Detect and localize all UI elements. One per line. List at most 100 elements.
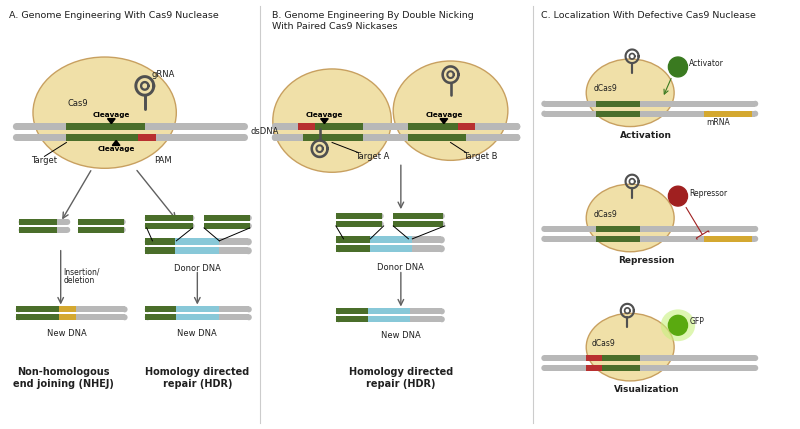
Text: A. Genome Engineering With Cas9 Nuclease: A. Genome Engineering With Cas9 Nuclease: [9, 11, 219, 20]
Bar: [596, 236, 640, 242]
Bar: [145, 306, 176, 312]
Bar: [18, 314, 125, 320]
Circle shape: [145, 247, 151, 254]
Circle shape: [246, 314, 252, 320]
Text: PAM: PAM: [154, 157, 172, 165]
Bar: [394, 213, 443, 219]
Circle shape: [78, 227, 84, 233]
Circle shape: [542, 226, 547, 232]
Bar: [370, 245, 412, 252]
Circle shape: [514, 123, 520, 130]
Bar: [204, 223, 250, 229]
Text: Cleavage: Cleavage: [425, 112, 462, 118]
Text: New DNA: New DNA: [381, 331, 421, 340]
Circle shape: [16, 314, 22, 320]
Circle shape: [246, 223, 252, 229]
Text: Repression: Repression: [618, 256, 674, 265]
Bar: [148, 247, 249, 254]
Bar: [175, 247, 219, 254]
Circle shape: [753, 236, 758, 242]
Bar: [275, 134, 517, 141]
Polygon shape: [321, 119, 328, 124]
Bar: [22, 219, 67, 225]
Polygon shape: [440, 119, 448, 124]
Bar: [370, 236, 412, 243]
Bar: [544, 101, 755, 107]
Bar: [148, 239, 249, 245]
Circle shape: [378, 221, 384, 227]
Bar: [339, 245, 442, 252]
Circle shape: [439, 316, 445, 322]
Polygon shape: [112, 140, 120, 145]
Circle shape: [204, 223, 210, 229]
Text: New DNA: New DNA: [46, 329, 86, 338]
Bar: [458, 123, 475, 130]
Circle shape: [668, 186, 687, 206]
Circle shape: [438, 245, 445, 252]
Circle shape: [336, 308, 342, 314]
Circle shape: [65, 219, 70, 225]
Bar: [596, 365, 640, 371]
Bar: [66, 123, 145, 130]
Bar: [704, 236, 751, 242]
Circle shape: [542, 111, 547, 117]
Ellipse shape: [394, 61, 508, 160]
Text: dsDNA: dsDNA: [251, 127, 279, 136]
Bar: [303, 134, 362, 141]
Circle shape: [204, 215, 210, 221]
Circle shape: [242, 134, 248, 141]
Bar: [207, 223, 249, 229]
Bar: [544, 111, 755, 117]
Circle shape: [245, 239, 252, 245]
Circle shape: [668, 57, 687, 77]
Bar: [145, 223, 193, 229]
Bar: [596, 101, 640, 107]
Bar: [145, 247, 175, 254]
Circle shape: [245, 247, 252, 254]
Bar: [145, 215, 193, 221]
Text: New DNA: New DNA: [178, 329, 218, 338]
Bar: [148, 215, 191, 221]
Bar: [298, 123, 315, 130]
Bar: [16, 134, 245, 141]
Text: dCas9: dCas9: [594, 209, 618, 218]
Bar: [336, 308, 368, 314]
Text: dCas9: dCas9: [594, 85, 618, 94]
Text: Visualization: Visualization: [614, 385, 679, 394]
Circle shape: [65, 227, 70, 233]
Bar: [586, 355, 602, 361]
Circle shape: [394, 221, 399, 227]
Text: gRNA: gRNA: [151, 70, 175, 79]
Bar: [204, 215, 250, 221]
Bar: [148, 223, 191, 229]
Bar: [396, 221, 442, 227]
Text: Activation: Activation: [621, 130, 673, 139]
Bar: [138, 134, 156, 141]
Bar: [338, 316, 442, 322]
Ellipse shape: [586, 59, 674, 127]
Bar: [544, 365, 755, 371]
Circle shape: [438, 236, 445, 243]
Bar: [544, 226, 755, 232]
Bar: [175, 239, 219, 245]
Bar: [368, 308, 410, 314]
Circle shape: [189, 215, 194, 221]
Circle shape: [514, 123, 520, 130]
Circle shape: [272, 123, 278, 130]
Bar: [336, 316, 368, 322]
Text: Target B: Target B: [463, 152, 498, 161]
Circle shape: [122, 314, 127, 320]
Circle shape: [145, 306, 150, 312]
Text: C. Localization With Defective Cas9 Nuclease: C. Localization With Defective Cas9 Nucl…: [542, 11, 756, 20]
Bar: [16, 306, 58, 312]
Bar: [18, 306, 125, 312]
Text: B. Genome Engineering By Double Nicking
With Paired Cas9 Nickases: B. Genome Engineering By Double Nicking …: [272, 11, 474, 31]
Text: Homology directed
repair (HDR): Homology directed repair (HDR): [146, 367, 250, 389]
Bar: [81, 219, 123, 225]
Circle shape: [145, 215, 150, 221]
Bar: [586, 365, 602, 371]
Circle shape: [753, 365, 758, 371]
Text: Cas9: Cas9: [67, 99, 88, 108]
Ellipse shape: [273, 69, 391, 172]
Bar: [207, 215, 249, 221]
